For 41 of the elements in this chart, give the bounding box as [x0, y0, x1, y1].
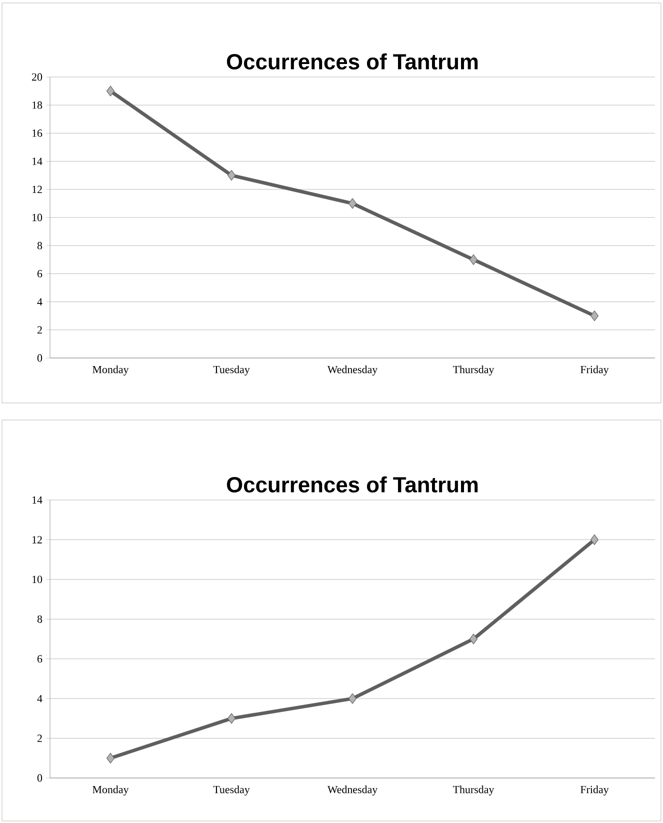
y-tick-label: 20 [32, 73, 42, 81]
x-tick-label: Thursday [453, 786, 494, 796]
point [469, 254, 478, 265]
y-tick-label: 6 [37, 655, 42, 663]
y-tick-label: 8 [37, 242, 42, 250]
chart-title: Occurrences of Tantrum [226, 53, 478, 70]
chart-title: Occurrences of Tantrum [226, 476, 478, 492]
y-tick-label: 16 [32, 130, 42, 137]
point [590, 534, 599, 546]
x-tick-label: Monday [92, 366, 129, 376]
x-tick-label: Tuesday [213, 366, 250, 376]
y-tick-label: 14 [32, 158, 42, 165]
y-tick-label: 12 [32, 536, 42, 544]
x-tick-label: Tuesday [213, 786, 250, 796]
point [348, 693, 357, 704]
y-tick-label: 18 [32, 101, 42, 109]
point [227, 170, 236, 181]
point [590, 310, 599, 322]
point [227, 713, 236, 724]
y-tick-label: 2 [37, 326, 42, 334]
point [106, 86, 115, 96]
y-tick-label: 10 [32, 214, 42, 222]
point [348, 198, 357, 209]
x-tick-label: Monday [92, 786, 129, 796]
x-tick-label: Wednesday [327, 366, 378, 376]
y-tick-label: 0 [37, 354, 42, 362]
y-tick-label: 4 [37, 298, 42, 306]
x-tick-label: Friday [580, 366, 609, 376]
point [106, 752, 115, 764]
y-tick-label: 10 [32, 576, 42, 584]
x-tick-label: Friday [580, 786, 609, 796]
point [469, 634, 478, 644]
y-tick-label: 2 [37, 734, 42, 742]
y-tick-label: 4 [37, 694, 42, 702]
y-tick-label: 14 [32, 496, 42, 504]
y-tick-label: 0 [37, 774, 42, 782]
y-tick-label: 12 [32, 186, 42, 194]
x-tick-label: Wednesday [327, 786, 378, 796]
x-tick-label: Thursday [453, 366, 494, 376]
y-tick-label: 8 [37, 615, 42, 623]
y-tick-label: 6 [37, 270, 42, 278]
